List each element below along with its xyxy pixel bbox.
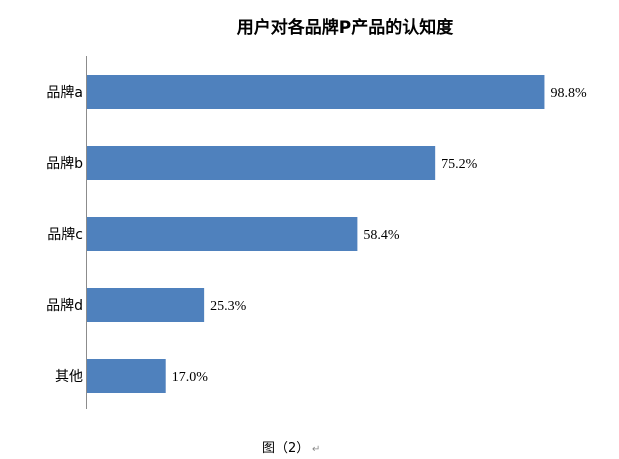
data-label-3: 58.4% — [363, 228, 400, 243]
category-label-5: 其他 — [55, 369, 83, 385]
bar-3 — [87, 217, 358, 251]
data-label-2: 75.2% — [441, 157, 478, 172]
category-label-4: 品牌d — [46, 297, 83, 314]
category-label-3: 品牌c — [47, 226, 83, 243]
figure-caption: 图（2） — [262, 441, 309, 456]
data-label-5: 17.0% — [172, 370, 209, 385]
data-label-1: 98.8% — [550, 86, 587, 101]
bar-4 — [87, 288, 205, 322]
value-labels: 98.8% 75.2% 58.4% 25.3% 17.0% — [172, 86, 587, 385]
bar-2 — [87, 146, 436, 180]
category-labels: 品牌a 品牌b 品牌c 品牌d 其他 — [46, 84, 83, 385]
bar-5 — [87, 359, 166, 393]
bars — [87, 75, 545, 393]
return-mark-icon: ↵ — [312, 444, 320, 455]
bar-1 — [87, 75, 545, 109]
category-label-1: 品牌a — [46, 84, 83, 101]
chart-title: 用户对各品牌P产品的认知度 — [237, 17, 454, 38]
category-label-2: 品牌b — [46, 155, 83, 172]
data-label-4: 25.3% — [210, 299, 247, 314]
